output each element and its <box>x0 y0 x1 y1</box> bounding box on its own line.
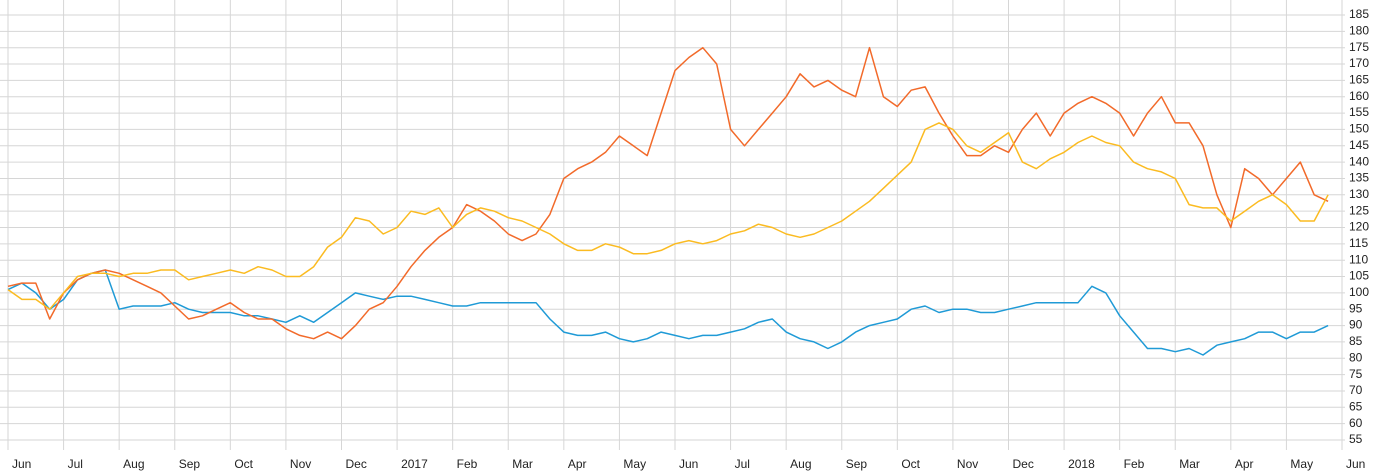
y-tick-label: 120 <box>1349 220 1369 234</box>
x-tick-label: 2018 <box>1068 457 1095 471</box>
y-tick-label: 75 <box>1349 367 1363 381</box>
x-tick-label: Feb <box>1124 457 1145 471</box>
x-tick-label: Jul <box>68 457 83 471</box>
y-tick-label: 145 <box>1349 138 1369 152</box>
x-tick-label: Jun <box>679 457 698 471</box>
y-tick-label: 55 <box>1349 432 1363 446</box>
y-tick-label: 70 <box>1349 383 1363 397</box>
y-tick-label: 170 <box>1349 56 1369 70</box>
series-line <box>7 122 1329 310</box>
y-tick-label: 130 <box>1349 187 1369 201</box>
x-tick-label: Oct <box>234 457 253 471</box>
x-tick-label: Sep <box>179 457 201 471</box>
x-tick-label: May <box>623 457 646 471</box>
y-tick-label: 160 <box>1349 89 1369 103</box>
x-tick-label: 2017 <box>401 457 428 471</box>
y-tick-label: 135 <box>1349 171 1369 185</box>
y-tick-label: 165 <box>1349 73 1369 87</box>
series-line <box>7 269 1329 356</box>
x-tick-label: Oct <box>901 457 920 471</box>
x-tick-label: Jul <box>735 457 750 471</box>
y-tick-label: 150 <box>1349 122 1369 136</box>
y-tick-label: 140 <box>1349 154 1369 168</box>
y-tick-label: 100 <box>1349 285 1369 299</box>
y-tick-label: 115 <box>1349 236 1368 250</box>
x-tick-label: Nov <box>957 457 978 471</box>
x-tick-label: Apr <box>1235 457 1254 471</box>
x-tick-label: Dec <box>1013 457 1034 471</box>
y-tick-label: 85 <box>1349 334 1363 348</box>
x-tick-label: May <box>1290 457 1313 471</box>
x-tick-label: Feb <box>457 457 478 471</box>
x-tick-label: Mar <box>1179 457 1200 471</box>
y-tick-label: 65 <box>1349 399 1363 413</box>
y-tick-label: 110 <box>1349 252 1368 266</box>
x-tick-label: Jun <box>12 457 31 471</box>
y-tick-label: 80 <box>1349 350 1363 364</box>
x-tick-label: Apr <box>568 457 587 471</box>
y-tick-label: 90 <box>1349 318 1363 332</box>
y-tick-label: 175 <box>1349 40 1369 54</box>
y-tick-label: 60 <box>1349 416 1363 430</box>
y-tick-label: 125 <box>1349 203 1369 217</box>
x-tick-label: Aug <box>123 457 144 471</box>
y-tick-label: 180 <box>1349 24 1369 38</box>
y-tick-label: 105 <box>1349 269 1369 283</box>
y-tick-label: 95 <box>1349 301 1363 315</box>
y-tick-label: 185 <box>1349 7 1369 21</box>
x-tick-label: Sep <box>846 457 868 471</box>
x-tick-label: Dec <box>346 457 367 471</box>
x-tick-label: Aug <box>790 457 811 471</box>
y-tick-label: 155 <box>1349 105 1369 119</box>
x-tick-label: Jun <box>1346 457 1365 471</box>
series-line <box>7 46 1329 340</box>
x-tick-label: Mar <box>512 457 533 471</box>
x-tick-label: Nov <box>290 457 311 471</box>
